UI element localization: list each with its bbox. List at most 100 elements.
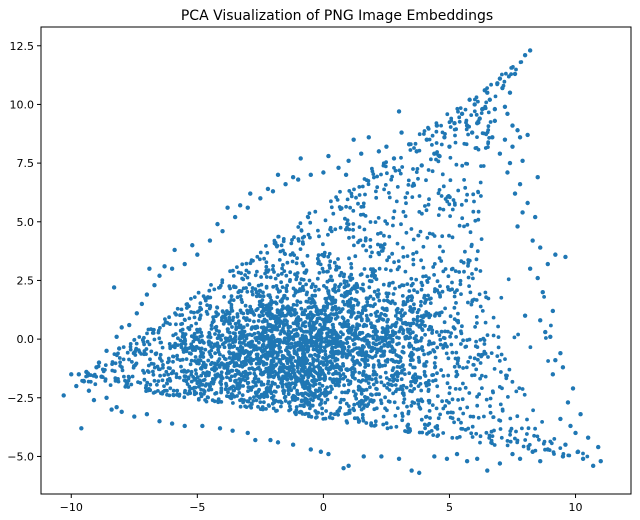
data-point [585,435,591,440]
data-point [492,118,498,124]
data-point [538,318,543,323]
data-point [396,109,402,114]
data-point [527,48,533,53]
data-point [575,449,581,454]
data-point [195,252,200,257]
y-tick-label: 7.5 [17,157,35,170]
data-point [391,156,397,161]
data-point [548,334,553,339]
plot-frame [40,26,632,495]
data-point [590,463,596,469]
data-point [550,308,556,314]
data-point [563,442,568,447]
data-point [532,214,538,220]
x-axis: −10 −5 0 5 10 [60,494,583,514]
data-point [563,254,568,260]
data-point [500,85,505,91]
data-point [452,121,457,126]
data-point [505,111,510,117]
data-point [144,292,150,297]
data-point [217,426,223,431]
data-point [487,97,493,102]
data-point [406,142,412,147]
data-point [543,329,548,335]
data-point [366,135,371,140]
data-point [94,365,99,370]
data-point [341,465,346,471]
data-point [132,414,137,419]
data-point [580,456,586,461]
data-point [424,137,429,142]
data-point [157,273,162,278]
data-point [343,172,349,178]
data-point [535,275,540,281]
data-point [81,379,87,384]
data-point [525,132,530,138]
data-point [104,395,109,400]
data-point [172,247,177,253]
data-point [152,282,157,288]
data-point [162,264,167,269]
data-point [442,135,447,140]
data-point [510,144,515,149]
data-point [437,153,442,159]
data-point [497,76,503,81]
data-point [119,409,124,415]
data-point [116,346,122,351]
data-point [270,189,276,194]
data-point [553,358,558,363]
data-point [568,423,573,429]
data-point [295,177,301,182]
data-point [497,151,503,156]
data-point [522,52,528,58]
data-point [578,412,583,417]
data-point [237,203,243,208]
data-point [207,238,213,243]
data-point [376,149,382,154]
data-point [258,196,263,201]
data-point [596,444,601,450]
data-point [157,419,162,424]
data-point [182,423,187,429]
data-point [459,111,465,117]
data-point [336,165,341,171]
data-point [510,451,515,457]
data-point [432,151,437,156]
data-point [409,468,414,473]
y-tick-label: 0.0 [17,333,35,346]
data-point [91,397,97,403]
data-point [290,174,296,180]
data-point [485,90,490,95]
data-point [550,372,556,377]
data-point [379,454,384,459]
data-point [169,421,175,426]
data-point [469,130,475,135]
data-point [447,144,452,149]
data-point [522,313,528,318]
data-point [560,365,566,370]
data-point [538,245,543,250]
data-point [530,238,535,243]
data-point [139,301,145,307]
data-point [538,458,543,464]
data-point [230,428,235,433]
data-point [414,149,419,154]
data-point [510,123,515,128]
points-layer [61,48,603,476]
data-point [182,261,187,267]
data-point [474,456,480,461]
data-point [114,334,119,339]
data-point [399,130,404,135]
data-point [384,144,389,149]
data-point [290,442,296,447]
data-point [169,266,175,271]
data-point [245,205,250,210]
y-tick-label: −2.5 [7,392,34,405]
data-point [517,135,523,140]
data-point [396,456,402,461]
data-point [225,205,230,210]
data-point [84,369,89,375]
data-point [474,121,480,126]
x-tick-label: 5 [446,501,453,514]
